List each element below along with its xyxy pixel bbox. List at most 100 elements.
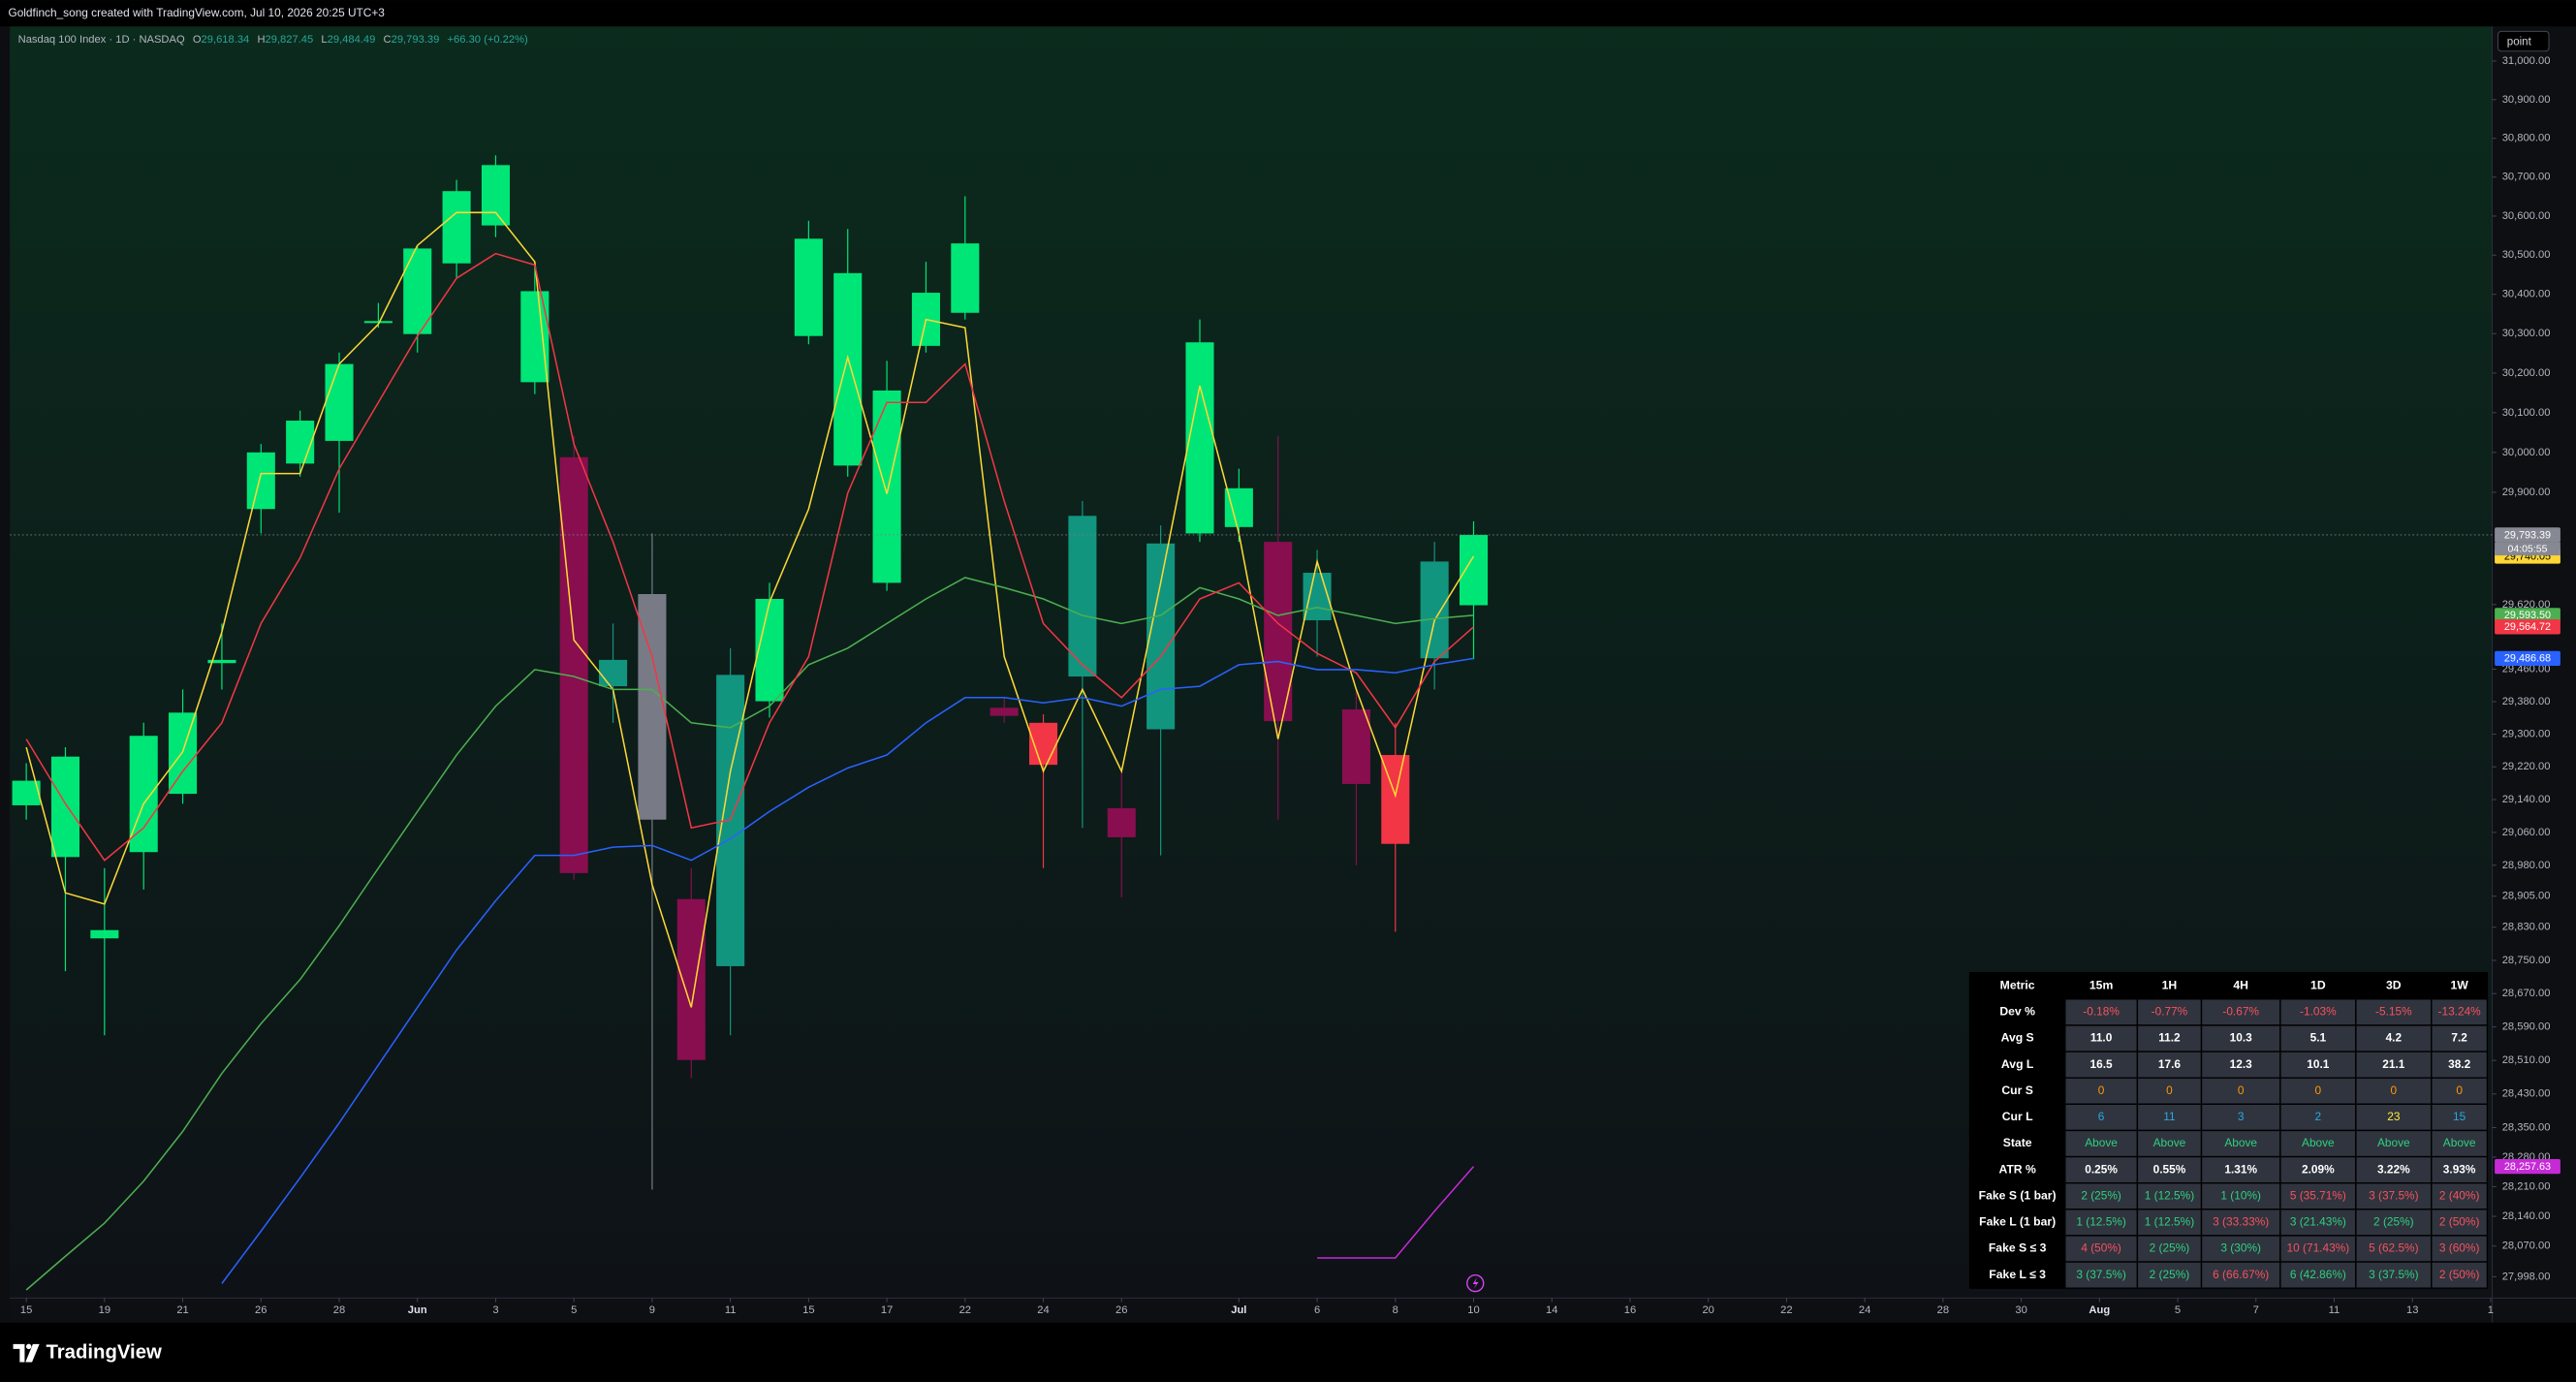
table-header-cell xyxy=(2431,972,2489,1000)
table-label-cell xyxy=(1968,1235,2066,1263)
table-value: 10.3 xyxy=(2230,1031,2252,1045)
x-tick-label: 21 xyxy=(176,1304,188,1316)
table-value: 5.1 xyxy=(2310,1031,2327,1045)
x-tick-label: 26 xyxy=(255,1304,267,1316)
close-price-label-bg xyxy=(2495,527,2560,543)
indicator-line xyxy=(25,577,1474,1291)
table-cell xyxy=(2136,1024,2203,1052)
candle-body xyxy=(207,659,236,664)
candle-body xyxy=(990,707,1019,716)
table-label-cell xyxy=(1968,1261,2066,1289)
table-cell xyxy=(2355,1155,2433,1184)
x-tick-label: 24 xyxy=(1037,1304,1049,1316)
candle-body xyxy=(794,238,823,336)
candle-body xyxy=(1107,807,1136,837)
table-value: 38.2 xyxy=(2448,1057,2470,1071)
x-tick-label: 28 xyxy=(1937,1304,1949,1316)
table-value: 15 xyxy=(2453,1110,2466,1123)
table-value: 2 (25%) xyxy=(2150,1268,2190,1281)
table-header-cell xyxy=(1968,972,2066,1000)
x-tick-label: Aug xyxy=(2089,1304,2110,1316)
x-tick-label: 15 xyxy=(802,1304,814,1316)
table-value: Above xyxy=(2224,1136,2257,1149)
y-tick-label: 28,140.00 xyxy=(2502,1210,2551,1222)
plot xyxy=(10,155,2493,1291)
ohlc-value: 29,618.34 xyxy=(202,34,250,46)
table-header-cell xyxy=(2279,972,2357,1000)
candle-body xyxy=(1068,516,1097,677)
candle-body xyxy=(872,390,901,583)
table-value: 2 (25%) xyxy=(2150,1241,2190,1255)
candle-body xyxy=(1303,573,1332,621)
table-value: 5 (62.5%) xyxy=(2369,1241,2418,1255)
price-axis xyxy=(2492,26,2576,1323)
table-value: 23 xyxy=(2387,1110,2401,1123)
x-tick-label: 26 xyxy=(1115,1304,1127,1316)
table-value: 16.5 xyxy=(2090,1057,2113,1071)
table-value: 3 (37.5%) xyxy=(2369,1268,2418,1281)
candle-body xyxy=(325,363,354,441)
table-cell xyxy=(2136,1155,2203,1184)
table-value: -13.24% xyxy=(2438,1005,2482,1019)
y-tick-label: 30,200.00 xyxy=(2502,367,2551,379)
candle-body xyxy=(363,321,393,324)
table-header-cell xyxy=(2200,972,2281,1000)
line-price-label-bg xyxy=(2495,1159,2560,1175)
indicator-line xyxy=(1317,1166,1475,1259)
table-value: 2 (25%) xyxy=(2373,1215,2414,1229)
table-value: 1.31% xyxy=(2224,1162,2257,1176)
y-tick-label: 28,750.00 xyxy=(2502,955,2551,966)
x-tick-label: 15 xyxy=(20,1304,32,1316)
x-tick-label: 28 xyxy=(333,1304,345,1316)
ohlc-value: 29,484.49 xyxy=(328,34,376,46)
x-tick-label: 6 xyxy=(1314,1304,1320,1316)
table-cell xyxy=(2136,1129,2203,1158)
x-tick-label: 19 xyxy=(99,1304,110,1316)
table-row-label: ATR % xyxy=(1998,1162,2036,1176)
table-cell xyxy=(2431,1129,2489,1158)
table-cell xyxy=(2064,1235,2139,1263)
table-cell xyxy=(2431,1077,2489,1106)
close-price-label: 29,793.39 xyxy=(2504,529,2551,541)
y-tick-label: 30,300.00 xyxy=(2502,328,2551,339)
scale-mode[interactable]: point xyxy=(2507,36,2532,47)
x-tick-label: 5 xyxy=(2175,1304,2181,1316)
table-cell xyxy=(2431,1209,2489,1237)
table-value: 6 (66.67%) xyxy=(2213,1268,2269,1281)
table-cell xyxy=(2064,1155,2139,1184)
table-value: -0.18% xyxy=(2083,1005,2120,1019)
x-tick-label: 7 xyxy=(2253,1304,2259,1316)
table-value: 3.93% xyxy=(2443,1162,2476,1176)
x-tick-label: 10 xyxy=(1467,1304,1479,1316)
candle-body xyxy=(638,594,667,820)
event-icon[interactable] xyxy=(1466,1273,1485,1293)
x-tick-label: 14 xyxy=(1546,1304,1557,1316)
table-row-label: Avg S xyxy=(2001,1031,2034,1045)
table-value: 6 xyxy=(2098,1110,2105,1123)
table-cell xyxy=(2064,1103,2139,1132)
table-cell xyxy=(2355,1051,2433,1079)
table-cell xyxy=(2064,1129,2139,1158)
table-value: 3 (30%) xyxy=(2220,1241,2261,1255)
scale-mode-button[interactable] xyxy=(2497,30,2550,52)
table-cell xyxy=(2431,1261,2489,1289)
candle-body xyxy=(1459,534,1489,606)
table-header: 4H xyxy=(2233,978,2248,991)
x-tick-label: 3 xyxy=(492,1304,498,1316)
y-tick-label: 30,400.00 xyxy=(2502,289,2551,300)
ohlc-key: H xyxy=(257,34,265,46)
table-header: 3D xyxy=(2386,978,2402,991)
table-value: 0 xyxy=(2238,1084,2245,1097)
table-cell xyxy=(2355,1024,2433,1052)
line-price-label-bg xyxy=(2495,608,2560,623)
brand: TradingView xyxy=(46,1342,162,1364)
table-cell xyxy=(2200,1103,2281,1132)
table-header: 1W xyxy=(2451,978,2469,991)
table-value: 2 (25%) xyxy=(2081,1188,2121,1202)
table-value: 7.2 xyxy=(2451,1031,2467,1045)
candle-body xyxy=(599,659,628,687)
table-value: Above xyxy=(2085,1136,2118,1149)
x-tick-label: 5 xyxy=(571,1304,577,1316)
table-value: 2 xyxy=(2315,1110,2322,1123)
brand-logo xyxy=(13,1343,40,1363)
